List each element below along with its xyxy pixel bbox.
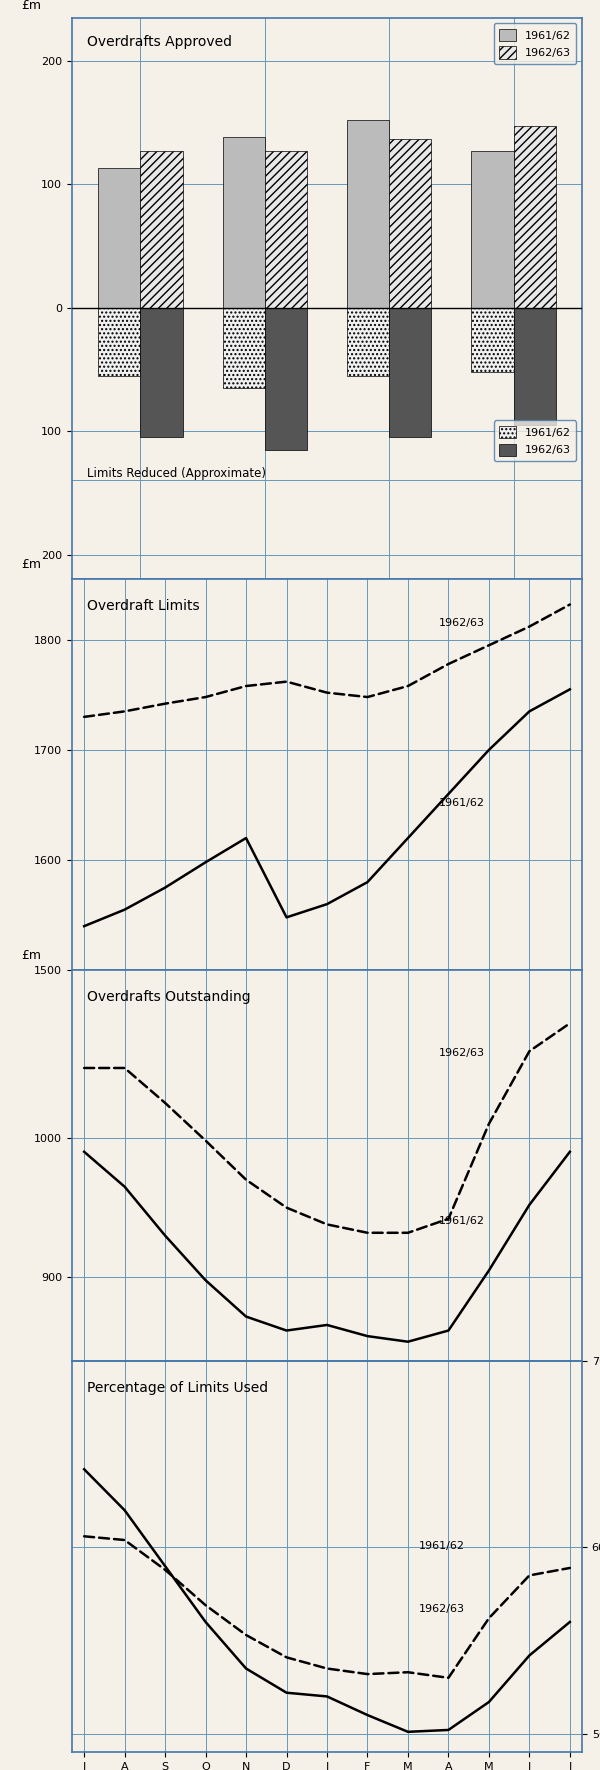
Bar xyxy=(389,138,431,308)
Bar xyxy=(98,308,140,375)
Text: Limits Reduced (Approximate): Limits Reduced (Approximate) xyxy=(88,467,266,480)
Text: 1962/63: 1962/63 xyxy=(439,1048,485,1058)
Bar xyxy=(223,138,265,308)
Text: Overdrafts Outstanding: Overdrafts Outstanding xyxy=(88,989,251,1004)
Bar xyxy=(265,150,307,308)
Bar xyxy=(347,308,389,375)
Text: 1961/62: 1961/62 xyxy=(439,1216,485,1227)
Text: £m: £m xyxy=(21,0,41,12)
Text: £m: £m xyxy=(21,558,41,572)
Bar xyxy=(514,308,556,425)
Bar xyxy=(98,168,140,308)
Text: 1962/63: 1962/63 xyxy=(439,618,485,628)
Bar xyxy=(389,308,431,437)
Text: 1962/63: 1962/63 xyxy=(419,1604,465,1614)
Text: 1961/62: 1961/62 xyxy=(419,1542,465,1551)
Bar xyxy=(140,308,183,437)
Bar xyxy=(347,120,389,308)
Bar xyxy=(140,150,183,308)
Bar xyxy=(471,308,514,372)
Bar xyxy=(223,308,265,388)
Legend: 1961/62, 1962/63: 1961/62, 1962/63 xyxy=(494,421,577,462)
Text: Overdraft Limits: Overdraft Limits xyxy=(88,598,200,612)
Text: Percentage of Limits Used: Percentage of Limits Used xyxy=(88,1381,268,1395)
Bar xyxy=(265,308,307,450)
Text: £m: £m xyxy=(21,949,41,963)
Text: 1961/62: 1961/62 xyxy=(439,798,485,807)
Text: Overdrafts Approved: Overdrafts Approved xyxy=(88,35,232,48)
Bar xyxy=(471,150,514,308)
Bar xyxy=(514,126,556,308)
